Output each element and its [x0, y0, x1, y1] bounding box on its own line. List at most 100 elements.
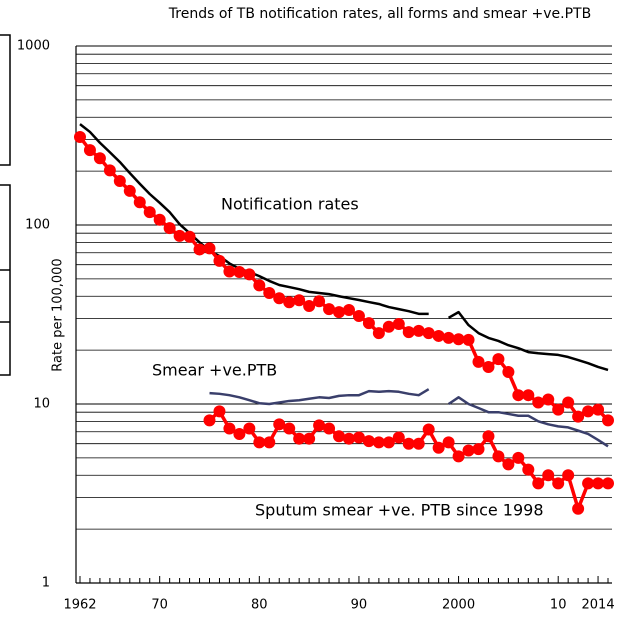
- data-point: [522, 389, 535, 402]
- box-edge: [0, 34, 11, 166]
- series-line: [208, 409, 609, 511]
- data-point: [153, 213, 166, 226]
- data-point: [293, 294, 306, 307]
- data-point: [432, 329, 445, 342]
- data-point: [273, 292, 286, 305]
- data-point: [243, 268, 256, 281]
- data-point: [73, 131, 86, 144]
- data-point: [352, 310, 365, 323]
- data-point: [183, 230, 196, 243]
- data-point: [173, 229, 186, 242]
- data-point: [283, 296, 296, 309]
- data-point: [392, 431, 405, 444]
- cropped-neighbor-boxes: [0, 34, 11, 376]
- data-point: [462, 444, 475, 457]
- data-point: [392, 317, 405, 330]
- data-point: [123, 184, 136, 197]
- data-point: [482, 430, 495, 443]
- data-point: [303, 299, 316, 312]
- data-point: [283, 422, 296, 435]
- data-point: [382, 320, 395, 333]
- data-point: [323, 303, 336, 316]
- data-point: [542, 393, 555, 406]
- data-point: [233, 266, 246, 279]
- data-point: [492, 353, 505, 366]
- data-point: [313, 419, 326, 432]
- data-point: [163, 222, 176, 235]
- data-point: [342, 432, 355, 445]
- data-point: [452, 333, 465, 346]
- data-point: [602, 477, 615, 490]
- data-point: [83, 144, 96, 157]
- data-point: [263, 436, 276, 449]
- line: [447, 396, 609, 448]
- data-point: [213, 405, 226, 418]
- x-tick-label: 90: [351, 598, 368, 613]
- data-point: [362, 435, 375, 448]
- line: [209, 388, 430, 406]
- data-point: [412, 437, 425, 450]
- data-point: [93, 152, 106, 165]
- data-point: [402, 326, 415, 339]
- data-point: [532, 477, 545, 490]
- data-point: [233, 427, 246, 440]
- data-point: [293, 432, 306, 445]
- data-point: [552, 403, 565, 416]
- data-point: [113, 175, 126, 188]
- data-point: [442, 331, 455, 344]
- data-point: [582, 477, 595, 490]
- x-tick-label: 2000: [442, 598, 475, 613]
- data-point: [133, 196, 146, 209]
- data-point: [323, 422, 336, 435]
- data-point: [372, 327, 385, 340]
- x-tick-label: 2014: [582, 598, 615, 613]
- y-tick-label: 10: [33, 397, 50, 412]
- data-point: [203, 414, 216, 427]
- data-point: [372, 436, 385, 449]
- data-point: [402, 437, 415, 450]
- data-point: [342, 304, 355, 317]
- line: [447, 310, 609, 372]
- data-point: [502, 365, 515, 378]
- data-point: [522, 463, 535, 476]
- data-point: [223, 422, 236, 435]
- data-point: [333, 430, 346, 443]
- data-point: [482, 360, 495, 373]
- annotation: Notification rates: [221, 195, 359, 214]
- data-point: [273, 418, 286, 431]
- data-point: [412, 324, 425, 337]
- data-point: [442, 436, 455, 449]
- data-point: [362, 317, 375, 330]
- x-tick-label: 1962: [63, 598, 96, 613]
- data-point: [422, 327, 435, 340]
- y-tick-label: 100: [25, 218, 50, 233]
- data-point: [512, 451, 525, 464]
- data-point: [572, 502, 585, 515]
- data-point: [562, 396, 575, 409]
- data-point: [472, 355, 485, 368]
- data-point: [303, 432, 316, 445]
- x-tick-label: 10: [550, 598, 567, 613]
- data-point: [243, 422, 256, 435]
- annotation: Smear +ve.PTB: [152, 361, 277, 380]
- data-point: [512, 389, 525, 402]
- data-point: [562, 469, 575, 482]
- data-point: [582, 405, 595, 418]
- data-point: [193, 243, 206, 256]
- data-point: [472, 443, 485, 456]
- data-point: [382, 436, 395, 449]
- data-point: [462, 333, 475, 346]
- box-edge: [0, 184, 11, 376]
- x-tick-label: 80: [251, 598, 268, 613]
- x-tick-label: 70: [151, 598, 168, 613]
- data-point: [333, 306, 346, 319]
- data-point: [143, 206, 156, 219]
- data-point: [203, 242, 216, 255]
- data-point: [263, 286, 276, 299]
- y-tick-label: 1: [42, 576, 50, 591]
- data-point: [572, 410, 585, 423]
- data-point: [552, 477, 565, 490]
- data-point: [352, 431, 365, 444]
- data-point: [422, 423, 435, 436]
